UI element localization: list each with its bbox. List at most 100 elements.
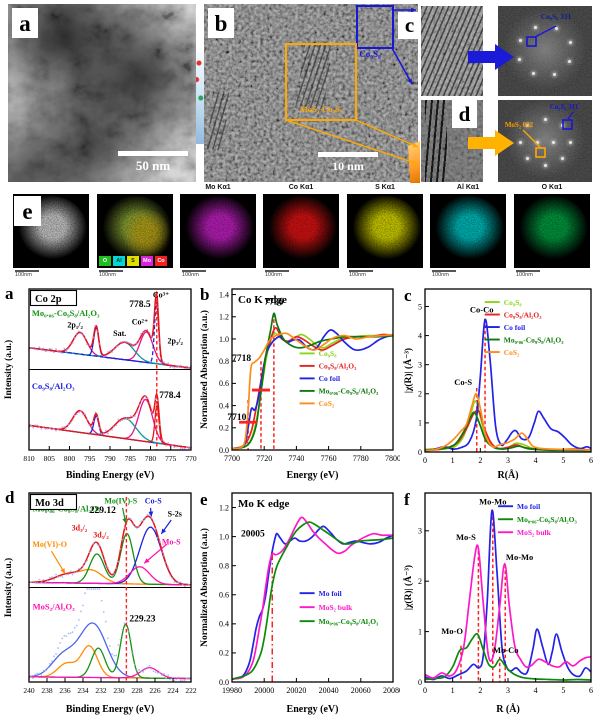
svg-text:Co foil: Co foil: [504, 323, 525, 332]
eds-map-title: [13, 184, 89, 193]
svg-text:Co₉S₈: Co₉S₈: [319, 349, 338, 358]
fft-spot: [561, 156, 565, 160]
svg-text:MoS₂ bulk: MoS₂ bulk: [319, 603, 354, 612]
svg-text:5: 5: [561, 456, 565, 465]
scalebar-a: [118, 151, 188, 156]
panel-letter-c: c: [398, 12, 421, 39]
svg-text:MoS₂ bulk: MoS₂ bulk: [517, 528, 552, 537]
eds-scalebar-label: 100nm: [265, 270, 289, 278]
svg-text:20000: 20000: [254, 686, 274, 695]
svg-text:20005: 20005: [241, 530, 265, 540]
svg-text:778.4: 778.4: [159, 391, 181, 401]
svg-text:20040: 20040: [319, 686, 339, 695]
svg-text:0: 0: [423, 456, 427, 465]
svg-text:0: 0: [418, 678, 422, 687]
eds-map-title: S Kα1: [375, 184, 395, 191]
inset-label-co9s8: Co₉S₈: [359, 49, 381, 59]
svg-text:Normalized Absorption (a.u.): Normalized Absorption (a.u.): [199, 528, 210, 647]
svg-text:5: 5: [418, 302, 422, 311]
fft-spot: [518, 57, 522, 61]
svg-text:Mo₀.₀₆-Co₉S₈/Al₂O₃: Mo₀.₀₆-Co₉S₈/Al₂O₃: [504, 335, 564, 344]
svg-text:228: 228: [131, 686, 143, 695]
chart-letter-c: c: [404, 286, 412, 305]
svg-text:20020: 20020: [286, 686, 306, 695]
fft-spot: [568, 41, 572, 44]
svg-text:3: 3: [506, 686, 510, 695]
svg-text:MoS₂/Al₂O₃: MoS₂/Al₂O₃: [33, 601, 76, 611]
chart-co-exafs-rspace: 0 1 2 3 4 5 6 0 1 2 3 4 5 R(Å) |χ(R)| (Å⁻³) Co₉S₈ Co₉S₈/…: [402, 282, 598, 482]
eds-map-title: Al Kα1: [456, 184, 480, 191]
scalebar-b: [318, 152, 378, 157]
svg-text:224: 224: [167, 686, 179, 695]
svg-text:785: 785: [125, 454, 137, 463]
fft-spot: [525, 124, 529, 128]
eds-map-image: [263, 194, 339, 268]
svg-text:|χ(R)| (Å⁻³): |χ(R)| (Å⁻³): [402, 565, 414, 610]
eds-map-composite: O Al S Mo Co 100nm: [97, 184, 173, 280]
svg-text:Co₉S₈/Al₂O₃: Co₉S₈/Al₂O₃: [32, 381, 75, 391]
fft-spot: [543, 163, 547, 167]
svg-text:4: 4: [534, 686, 538, 695]
svg-text:0: 0: [418, 448, 422, 457]
svg-text:S-2s: S-2s: [168, 510, 182, 519]
svg-text:4: 4: [534, 456, 538, 465]
svg-text:0.4: 0.4: [219, 401, 229, 410]
chart-letter-f: f: [404, 490, 410, 509]
scalebar-a-label: 50 nm: [135, 158, 171, 173]
svg-text:20060: 20060: [351, 686, 371, 695]
svg-text:1: 1: [451, 456, 455, 465]
svg-text:Binding Energy (eV): Binding Energy (eV): [66, 704, 154, 715]
chart-letter-a: a: [5, 284, 14, 303]
svg-text:Mo₀.₀₆-Co₉S₈/Al₂O₃: Mo₀.₀₆-Co₉S₈/Al₂O₃: [32, 308, 100, 318]
eds-map-noise: [347, 194, 423, 268]
eds-map-co-kα1: Co Kα1 100nm: [263, 184, 339, 280]
fft-spot: [532, 72, 536, 75]
fft-spot: [543, 117, 547, 121]
fft-spot: [552, 141, 555, 144]
svg-text:226: 226: [149, 686, 161, 695]
eds-map-title: [97, 184, 173, 193]
fft-spot: [525, 156, 529, 160]
svg-text:Mo foil: Mo foil: [319, 589, 342, 598]
eds-scalebar-label: 100nm: [15, 270, 39, 278]
chart-mo-exafs-rspace: 0 1 2 3 4 5 6 0 1 2 3 R (Å) |χ(R)| (Å⁻³) Mo foil Mo₀.₀…: [402, 486, 598, 716]
svg-text:0.4: 0.4: [219, 620, 229, 629]
eds-map-noise: [180, 194, 256, 268]
svg-text:1.4: 1.4: [219, 290, 229, 299]
svg-text:|χ(R)| (Å⁻³): |χ(R)| (Å⁻³): [402, 348, 414, 393]
svg-text:778.5: 778.5: [129, 300, 151, 310]
eds-map-mo-kα1: Mo Kα1 100nm: [180, 184, 256, 280]
svg-text:800: 800: [64, 454, 76, 463]
eds-legend-chip-co: Co: [155, 256, 167, 266]
svg-text:Intensity (a.u.): Intensity (a.u.): [3, 340, 14, 399]
svg-text:1.2: 1.2: [219, 313, 229, 322]
svg-text:R (Å): R (Å): [496, 703, 520, 715]
svg-text:780: 780: [145, 454, 157, 463]
svg-text:5: 5: [561, 686, 565, 695]
catalyst-illustration-left: [193, 52, 205, 144]
eds-map-noise: [514, 194, 590, 268]
eds-map-s-kα1: S Kα1 100nm: [347, 184, 423, 280]
region-label-mos2-co9s8: MoS₂-Co₉S₈: [299, 104, 343, 114]
eds-map-o-kα1: O Kα1 100nm: [514, 184, 590, 280]
svg-text:805: 805: [44, 454, 56, 463]
eds-scalebar-label: 100nm: [516, 270, 540, 278]
svg-text:Co₉S₈: Co₉S₈: [504, 298, 523, 307]
svg-text:Sat.: Sat.: [113, 329, 126, 338]
eds-map-image: [514, 194, 590, 268]
eds-map-image: O Al S Mo Co: [97, 194, 173, 268]
svg-text:Co³⁺: Co³⁺: [153, 291, 169, 300]
svg-text:Intensity (a.u.): Intensity (a.u.): [3, 558, 14, 617]
eds-scalebar-label: 100nm: [349, 270, 373, 278]
svg-text:Mo-O: Mo-O: [441, 626, 463, 636]
svg-text:0.0: 0.0: [219, 678, 229, 687]
crop-c-noise: [421, 6, 483, 96]
fft-pattern-d: [498, 100, 592, 182]
svg-text:Energy (eV): Energy (eV): [287, 470, 339, 481]
panel-letter-d: d: [452, 100, 477, 128]
scalebar-b-label: 10 nm: [332, 159, 364, 173]
eds-map-al-kα1: Al Kα1 100nm: [430, 184, 506, 280]
fft-spot: [567, 59, 571, 63]
svg-text:Mo(VI)-O: Mo(VI)-O: [32, 540, 67, 549]
